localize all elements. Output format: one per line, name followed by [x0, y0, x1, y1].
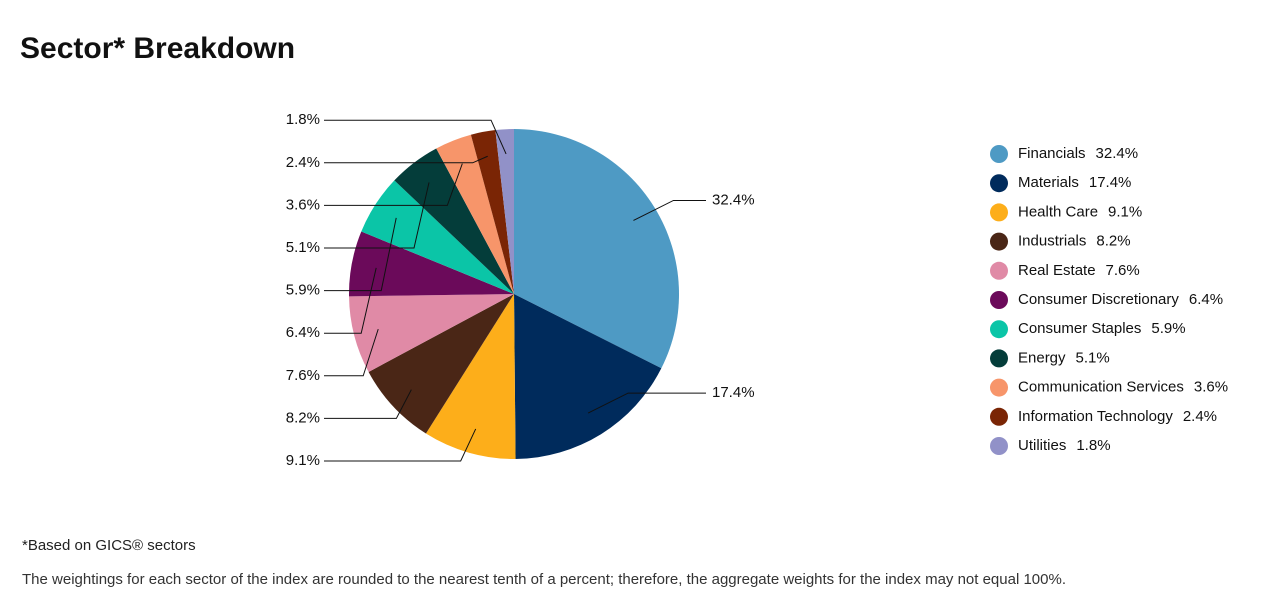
legend-entry: Industrials 8.2%	[1018, 233, 1131, 250]
legend-label: Communication Services	[1018, 379, 1184, 396]
legend-value: 9.1%	[1108, 203, 1142, 220]
chart-title: Sector* Breakdown	[20, 32, 295, 65]
legend-label: Information Technology	[1018, 408, 1173, 425]
legend-swatch	[990, 378, 1008, 397]
legend-label: Real Estate	[1018, 262, 1096, 279]
legend-entry: Communication Services 3.6%	[1018, 379, 1228, 396]
legend-label: Industrials	[1018, 233, 1086, 250]
pie-slice	[436, 134, 514, 294]
data-label: 5.1%	[286, 239, 320, 256]
legend-value: 7.6%	[1106, 262, 1140, 279]
data-label: 3.6%	[286, 196, 320, 213]
legend-entry: Materials 17.4%	[1018, 174, 1131, 191]
legend-swatch	[990, 320, 1008, 339]
leader-line	[324, 163, 463, 206]
legend-swatch	[990, 291, 1008, 309]
pie-slice	[349, 294, 514, 372]
pie-slice	[495, 129, 514, 294]
pie-slice	[514, 294, 662, 459]
legend-entry: Consumer Staples 5.9%	[1018, 320, 1186, 337]
data-label: 6.4%	[286, 324, 320, 341]
legend-value: 32.4%	[1096, 145, 1139, 162]
data-label: 5.9%	[286, 282, 320, 299]
legend-swatch	[990, 261, 1008, 280]
legend-label: Consumer Staples	[1018, 320, 1141, 337]
legend-value: 5.1%	[1076, 349, 1110, 366]
leader-line	[324, 328, 379, 377]
data-label: 7.6%	[286, 367, 320, 384]
leader-line	[324, 428, 477, 462]
leader-line	[324, 155, 488, 164]
legend-value: 5.9%	[1151, 320, 1185, 337]
legend-entry: Information Technology 2.4%	[1018, 408, 1217, 425]
legend-swatch	[990, 174, 1008, 193]
leader-line	[324, 267, 377, 334]
legend-label: Utilities	[1018, 437, 1066, 454]
legend-swatch	[990, 349, 1008, 368]
legend-entry: Health Care 9.1%	[1018, 203, 1142, 220]
legend-entry: Real Estate 7.6%	[1018, 262, 1140, 279]
legend-label: Health Care	[1018, 203, 1098, 220]
pie-slice	[470, 130, 514, 294]
legend-value: 3.6%	[1194, 379, 1228, 396]
legend-value: 6.4%	[1189, 291, 1223, 308]
pie-slice	[361, 180, 514, 294]
legend-entry: Energy 5.1%	[1018, 349, 1110, 366]
legend-value: 2.4%	[1183, 408, 1217, 425]
footnote: The weightings for each sector of the in…	[22, 571, 1066, 588]
legend-label: Materials	[1018, 174, 1079, 191]
legend-swatch	[990, 232, 1008, 251]
legend-entry: Utilities 1.8%	[1018, 437, 1111, 454]
data-label: 1.8%	[286, 111, 320, 128]
pie-slice	[425, 294, 516, 459]
pie-slice	[514, 129, 679, 369]
legend-value: 17.4%	[1089, 174, 1132, 191]
legend-swatch	[990, 407, 1008, 426]
data-label: 9.1%	[286, 452, 320, 469]
legend-label: Energy	[1018, 349, 1066, 366]
pie-slice	[394, 148, 514, 294]
data-label: 2.4%	[286, 154, 320, 171]
legend-value: 8.2%	[1096, 233, 1130, 250]
legend-label: Financials	[1018, 145, 1086, 162]
legend-swatch	[990, 145, 1008, 163]
leader-line	[633, 199, 706, 221]
pie-slice	[368, 294, 514, 434]
legend-swatch	[990, 203, 1008, 222]
leader-line	[324, 217, 397, 292]
legend-swatch	[990, 437, 1008, 455]
legend-entry: Financials 32.4%	[1018, 145, 1138, 162]
legend-label: Consumer Discretionary	[1018, 291, 1179, 308]
leader-line	[587, 392, 706, 414]
leader-line	[324, 389, 412, 419]
data-label: 8.2%	[286, 409, 320, 426]
footnote: *Based on GICS® sectors	[22, 537, 196, 554]
legend-entry: Consumer Discretionary 6.4%	[1018, 291, 1223, 308]
leader-line	[324, 182, 430, 249]
leader-line	[324, 119, 507, 155]
data-label: 32.4%	[712, 191, 755, 208]
legend-value: 1.8%	[1076, 437, 1110, 454]
data-label: 17.4%	[712, 384, 755, 401]
